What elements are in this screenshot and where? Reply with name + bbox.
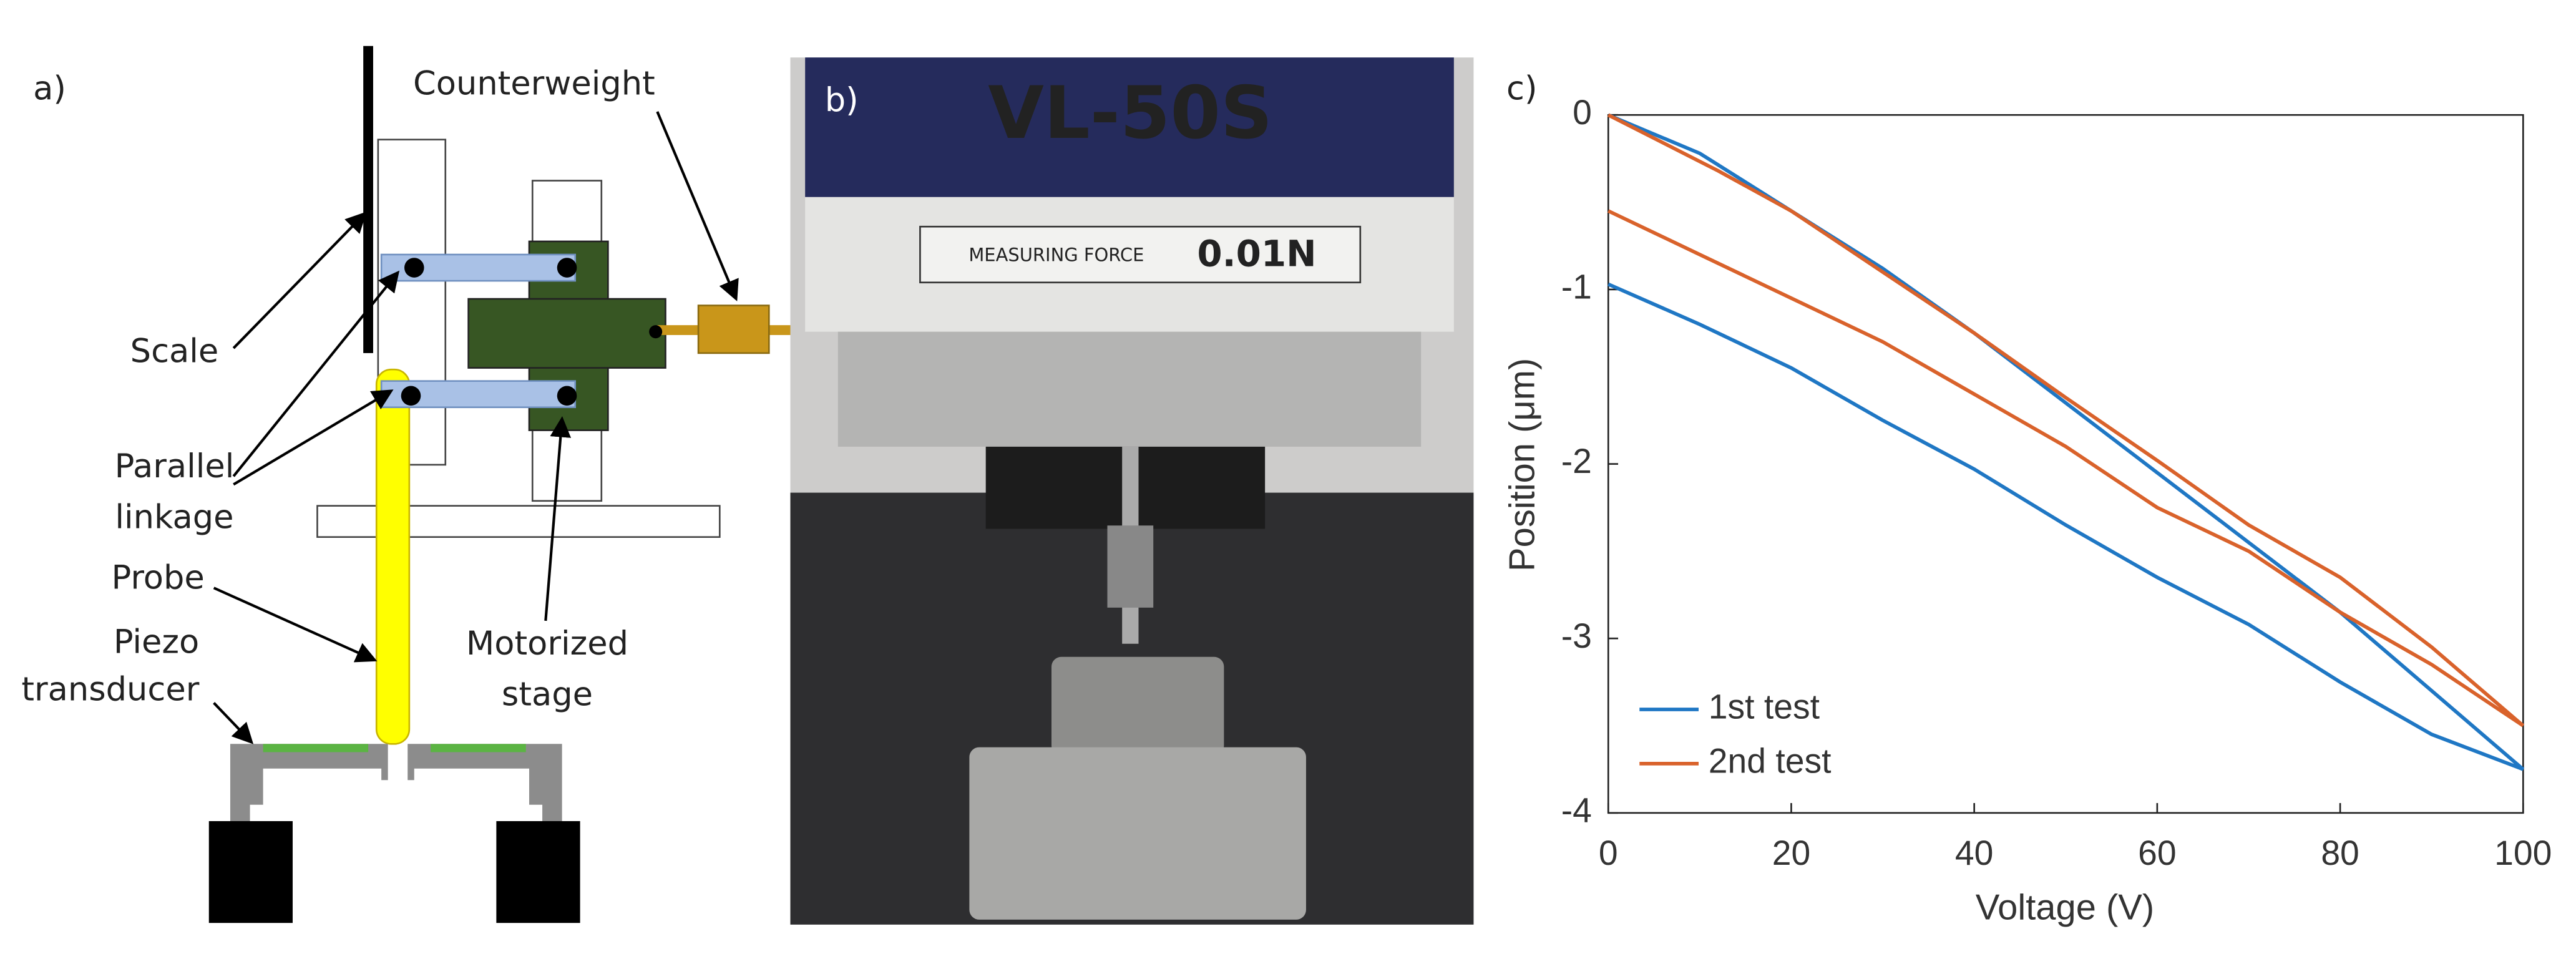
force-label: MEASURING FORCE	[968, 245, 1144, 266]
arrow	[213, 702, 254, 744]
counterweight	[697, 304, 770, 354]
scale	[363, 46, 373, 353]
foot	[496, 821, 580, 923]
arrow	[232, 212, 367, 349]
y-axis-label: Position (μm)	[1502, 358, 1542, 572]
probe	[375, 368, 411, 745]
force-value: 0.01N	[1197, 233, 1316, 275]
x-tick-label: 80	[2321, 834, 2359, 872]
sample	[1051, 656, 1224, 756]
x-tick-label: 60	[2138, 834, 2176, 872]
label: Motorized	[466, 625, 628, 663]
stage	[467, 298, 666, 369]
x-tick-label: 100	[2494, 834, 2552, 872]
x-tick-label: 40	[1955, 834, 1993, 872]
panel-a: a) Counterweight Scale Parallel linkage	[21, 46, 793, 923]
panel-c: c) Voltage (V) Position (μm) 0 20 40 60 80 10…	[1502, 69, 2552, 927]
label: Parallel	[115, 447, 235, 485]
panel-b: VL-50S MEASURING FORCE 0.01N b)	[790, 57, 1474, 925]
pivot	[557, 386, 577, 406]
y-tick-label: -4	[1561, 791, 1592, 829]
x-tick-label: 20	[1772, 834, 1810, 872]
line	[1608, 113, 2525, 771]
label: linkage	[115, 498, 233, 536]
model: VL-50S	[988, 72, 1272, 155]
panel-label: c)	[1506, 69, 1537, 107]
gauge-top	[805, 57, 1454, 197]
gauge-base	[837, 331, 1422, 447]
pivot	[649, 325, 663, 339]
guide	[377, 139, 447, 466]
line	[1607, 113, 2525, 728]
piezo	[263, 744, 369, 752]
label: Scale	[130, 333, 219, 371]
pivot	[557, 258, 577, 278]
legend-label: 2nd test	[1709, 741, 1832, 780]
arrow	[656, 111, 739, 301]
panel-label: b)	[825, 81, 859, 119]
label: Counterweight	[413, 65, 655, 103]
x-axis-label: Voltage (V)	[1976, 887, 2154, 927]
spindle	[1107, 525, 1154, 608]
label: Piezo	[114, 623, 199, 661]
arrow	[232, 270, 400, 477]
sample-base	[969, 747, 1306, 920]
y-tick-label: -1	[1561, 267, 1592, 306]
label: Probe	[112, 559, 205, 597]
panel-label: a)	[33, 69, 66, 107]
piezo	[431, 744, 526, 752]
label: transducer	[21, 671, 199, 709]
y-tick-label: 0	[1573, 93, 1592, 132]
arrow	[544, 416, 572, 621]
legend-label: 1st test	[1709, 688, 1820, 726]
label-plate	[919, 225, 1362, 284]
y-tick-label: -3	[1561, 616, 1592, 655]
x-tick-label: 0	[1599, 834, 1618, 872]
arrow	[233, 389, 394, 486]
label: stage	[502, 676, 593, 714]
pivot	[404, 258, 424, 278]
pivot	[401, 386, 421, 406]
y-tick-label: -2	[1561, 442, 1592, 480]
arrow	[213, 587, 378, 663]
foot	[208, 821, 293, 923]
